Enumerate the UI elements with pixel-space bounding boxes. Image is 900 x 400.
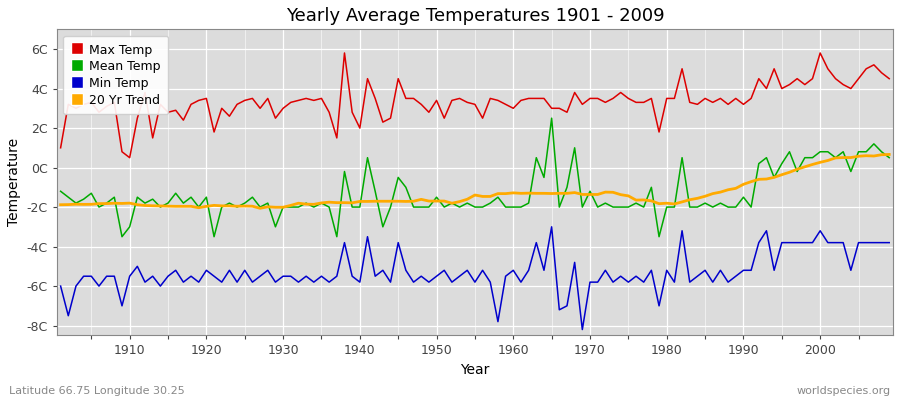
20 Yr Trend xyxy=(293,201,304,206)
20 Yr Trend xyxy=(608,190,618,195)
20 Yr Trend xyxy=(339,200,350,205)
Title: Yearly Average Temperatures 1901 - 2009: Yearly Average Temperatures 1901 - 2009 xyxy=(285,7,664,25)
Max Temp xyxy=(124,155,135,160)
Min Temp xyxy=(55,284,66,288)
Legend: Max Temp, Mean Temp, Min Temp, 20 Yr Trend: Max Temp, Mean Temp, Min Temp, 20 Yr Tre… xyxy=(63,36,168,114)
Max Temp xyxy=(117,149,128,154)
Min Temp xyxy=(117,304,128,308)
20 Yr Trend xyxy=(117,201,128,206)
Mean Temp xyxy=(884,155,895,160)
20 Yr Trend xyxy=(55,202,66,207)
Line: Min Temp: Min Temp xyxy=(60,227,889,330)
X-axis label: Year: Year xyxy=(460,363,490,377)
Min Temp xyxy=(285,274,296,279)
Line: Mean Temp: Mean Temp xyxy=(60,118,889,237)
Mean Temp xyxy=(124,224,135,229)
Mean Temp xyxy=(516,205,526,210)
20 Yr Trend xyxy=(516,191,526,196)
Mean Temp xyxy=(508,205,518,210)
Min Temp xyxy=(884,240,895,245)
Mean Temp xyxy=(546,116,557,120)
Min Temp xyxy=(616,274,626,279)
20 Yr Trend xyxy=(508,190,518,195)
20 Yr Trend xyxy=(255,206,266,211)
Max Temp xyxy=(55,146,66,150)
Max Temp xyxy=(884,76,895,81)
Min Temp xyxy=(577,327,588,332)
Text: worldspecies.org: worldspecies.org xyxy=(796,386,891,396)
Min Temp xyxy=(508,268,518,273)
Min Temp xyxy=(331,274,342,279)
Y-axis label: Temperature: Temperature xyxy=(7,138,21,226)
Mean Temp xyxy=(293,205,304,210)
Max Temp xyxy=(523,96,534,101)
Line: 20 Yr Trend: 20 Yr Trend xyxy=(60,154,889,208)
Max Temp xyxy=(346,110,357,115)
Max Temp xyxy=(616,90,626,95)
Mean Temp xyxy=(339,169,350,174)
20 Yr Trend xyxy=(884,152,895,157)
Min Temp xyxy=(500,274,511,279)
Max Temp xyxy=(339,50,350,55)
Text: Latitude 66.75 Longitude 30.25: Latitude 66.75 Longitude 30.25 xyxy=(9,386,184,396)
Mean Temp xyxy=(616,205,626,210)
Min Temp xyxy=(546,224,557,229)
Mean Temp xyxy=(55,189,66,194)
Max Temp xyxy=(516,98,526,103)
Line: Max Temp: Max Temp xyxy=(60,53,889,158)
Mean Temp xyxy=(117,234,128,239)
Max Temp xyxy=(293,98,304,103)
